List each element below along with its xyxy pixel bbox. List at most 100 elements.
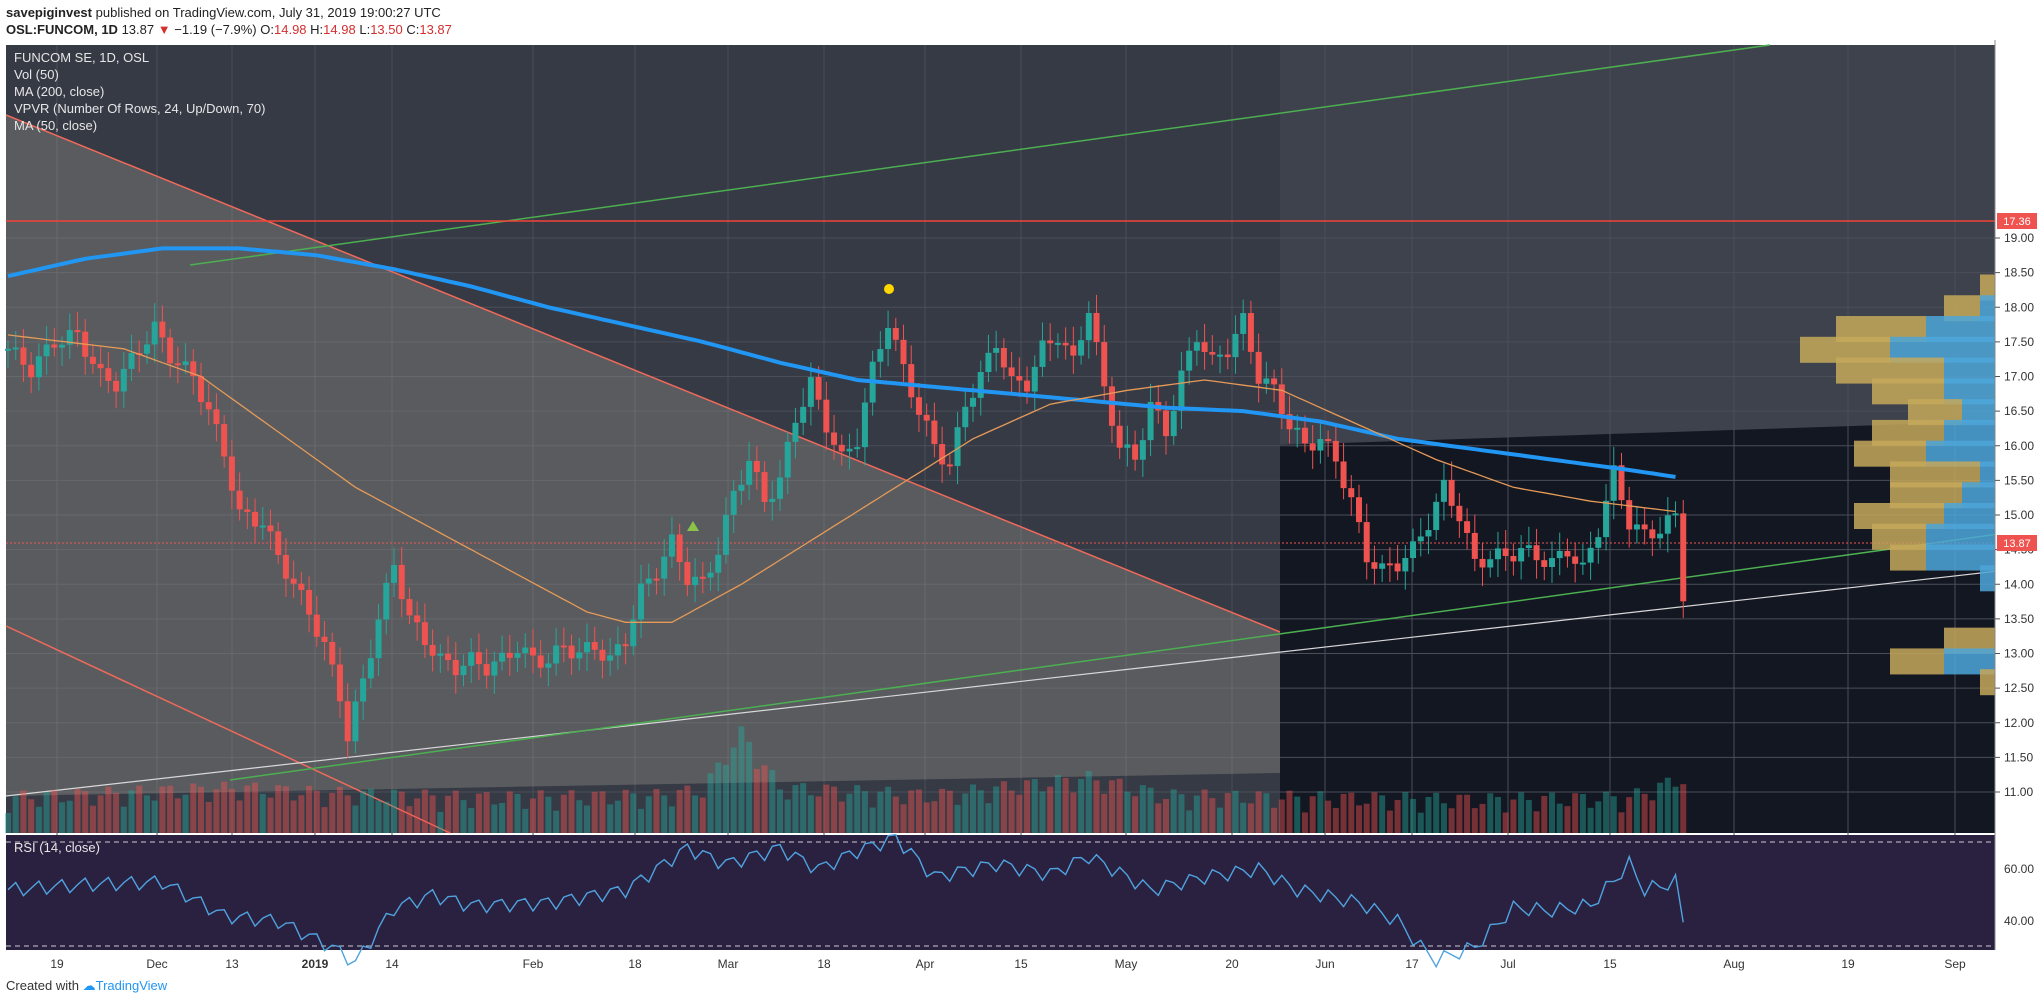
vpvr-down-bar	[1890, 648, 1944, 675]
candle	[1163, 410, 1169, 437]
time-tick: 2019	[302, 957, 329, 971]
candle	[777, 477, 783, 499]
candle	[43, 344, 50, 357]
candle	[360, 678, 367, 702]
candle	[120, 368, 127, 392]
candle	[807, 377, 814, 407]
volume-bar	[1440, 803, 1447, 833]
author-name[interactable]: savepiginvest	[6, 5, 92, 20]
volume-bar	[769, 770, 776, 833]
candle	[522, 647, 529, 654]
low-label: L:	[359, 22, 371, 37]
volume-bar	[838, 801, 845, 833]
candle	[1178, 370, 1185, 411]
price-tick: 16.00	[2004, 439, 2034, 453]
volume-bar	[1217, 807, 1224, 833]
volume-bar	[653, 789, 660, 833]
volume-bar	[1147, 787, 1154, 833]
candle	[846, 448, 853, 452]
candle	[190, 361, 197, 377]
volume-bar	[761, 765, 768, 833]
price-axis[interactable]: 19.00 18.50 18.00 17.50 17.00 16.50 16.00 15.50…	[1994, 40, 2041, 950]
volume-bar	[807, 795, 814, 833]
candle	[113, 380, 120, 392]
volume-bar	[1317, 791, 1324, 833]
candle	[5, 348, 11, 351]
volume-bar	[1263, 793, 1270, 833]
candle	[1410, 541, 1417, 559]
candle	[1533, 545, 1540, 561]
candle	[1240, 313, 1247, 334]
volume-bar	[1186, 810, 1193, 833]
volume-bar	[1101, 793, 1108, 833]
price-chart[interactable]: FUNCOM SE, 1D, OSL Vol (50) MA (200, close…	[0, 40, 2041, 975]
candle	[35, 356, 42, 378]
candle	[699, 576, 706, 579]
candle	[1093, 312, 1100, 343]
time-tick: Dec	[146, 957, 167, 971]
candle	[1263, 378, 1270, 384]
volume-bar	[1494, 796, 1501, 833]
volume-bar	[1641, 793, 1648, 833]
candle	[661, 556, 668, 579]
tradingview-logo-icon[interactable]: ☁	[82, 978, 96, 993]
volume-bar	[1579, 793, 1586, 833]
volume-bar	[468, 807, 475, 833]
open-value: 14.98	[274, 22, 307, 37]
candle	[607, 655, 614, 661]
signal-triangle	[687, 521, 699, 531]
volume-bar	[1587, 807, 1594, 833]
volume-bar	[375, 800, 382, 833]
volume-bar	[151, 800, 158, 833]
time-tick: Mar	[718, 957, 739, 971]
candle	[1054, 342, 1061, 345]
candle	[306, 589, 313, 615]
time-axis[interactable]: 19 Dec 13 2019 14 Feb 18 Mar 18 Apr 15 May 20 Jun 17 Ju…	[50, 957, 1966, 971]
candle	[1657, 533, 1664, 539]
candle	[1317, 439, 1324, 451]
volume-bar	[267, 797, 274, 833]
candle	[1147, 401, 1154, 441]
time-tick: Jul	[1500, 957, 1515, 971]
high-value: 14.98	[323, 22, 356, 37]
candle	[908, 364, 915, 398]
volume-bar	[329, 792, 336, 833]
volume-bar	[792, 785, 799, 833]
volume-bar	[1525, 799, 1532, 833]
last-price: 13.87	[121, 22, 155, 37]
candle	[638, 583, 645, 620]
candle	[1078, 340, 1085, 356]
candle	[205, 402, 212, 410]
volume-bar	[1610, 796, 1617, 833]
candle	[877, 349, 884, 362]
volume-bar	[939, 788, 946, 833]
legend-item: Vol (50)	[14, 67, 59, 82]
candle	[1518, 548, 1525, 562]
published-text: published on TradingView.com, July 31, 2…	[95, 5, 441, 20]
volume-bar	[43, 792, 50, 833]
candle	[1448, 479, 1455, 506]
candle	[1309, 443, 1316, 451]
volume-bar	[421, 789, 428, 833]
candle	[1108, 386, 1115, 426]
candle	[946, 464, 953, 467]
candle	[1139, 440, 1146, 460]
volume-bar	[190, 783, 197, 833]
candle	[1541, 560, 1548, 567]
volume-bar	[607, 804, 614, 833]
tradingview-brand[interactable]: TradingView	[95, 978, 168, 993]
volume-bar	[1325, 800, 1332, 833]
candle	[1440, 479, 1447, 502]
volume-bar	[993, 786, 1000, 833]
volume-bar	[1680, 784, 1687, 833]
candle	[692, 576, 699, 586]
time-tick: Feb	[523, 957, 544, 971]
candle	[1386, 563, 1393, 566]
candle	[452, 659, 459, 676]
candle	[1340, 461, 1347, 489]
volume-bar	[1309, 796, 1316, 833]
volume-bar	[74, 788, 81, 833]
candle	[892, 327, 899, 340]
candle	[1664, 515, 1671, 534]
candle	[167, 337, 174, 364]
